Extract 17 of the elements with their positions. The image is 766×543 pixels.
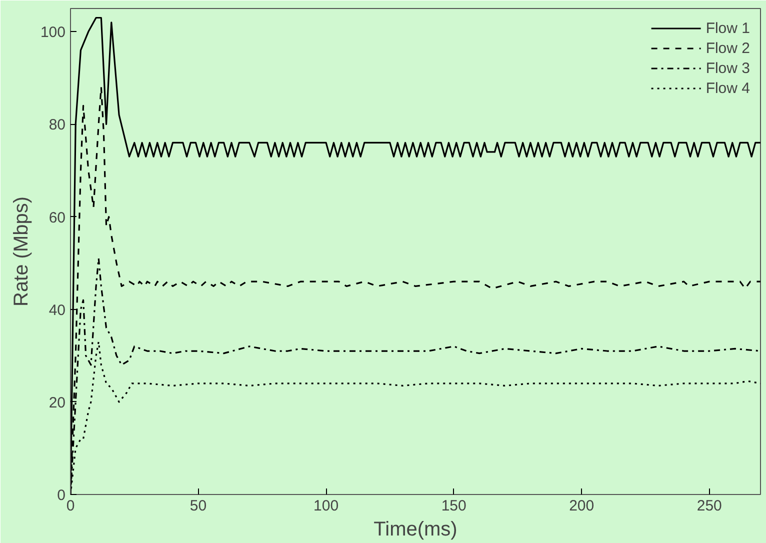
legend-label: Flow 2	[706, 40, 750, 56]
y-tick-label: 20	[48, 394, 66, 412]
y-tick-label: 100	[40, 24, 66, 42]
x-tick-label: 100	[314, 498, 339, 514]
y-tick-label: 60	[48, 209, 66, 226]
x-tick-label: 50	[190, 498, 207, 514]
x-axis-title: Time(ms)	[374, 518, 458, 540]
y-tick-label: 40	[48, 302, 66, 319]
x-tick-label: 200	[569, 498, 594, 514]
legend-label: Flow 3	[706, 60, 750, 76]
legend-label: Flow 1	[706, 20, 750, 36]
x-tick-label: 250	[696, 498, 722, 514]
x-tick-label: 150	[441, 498, 466, 514]
y-axis-title: Rate (Mbps)	[10, 196, 32, 307]
legend-label: Flow 4	[706, 80, 750, 96]
y-tick-label: 0	[57, 487, 66, 504]
y-tick-label: 80	[48, 116, 66, 134]
